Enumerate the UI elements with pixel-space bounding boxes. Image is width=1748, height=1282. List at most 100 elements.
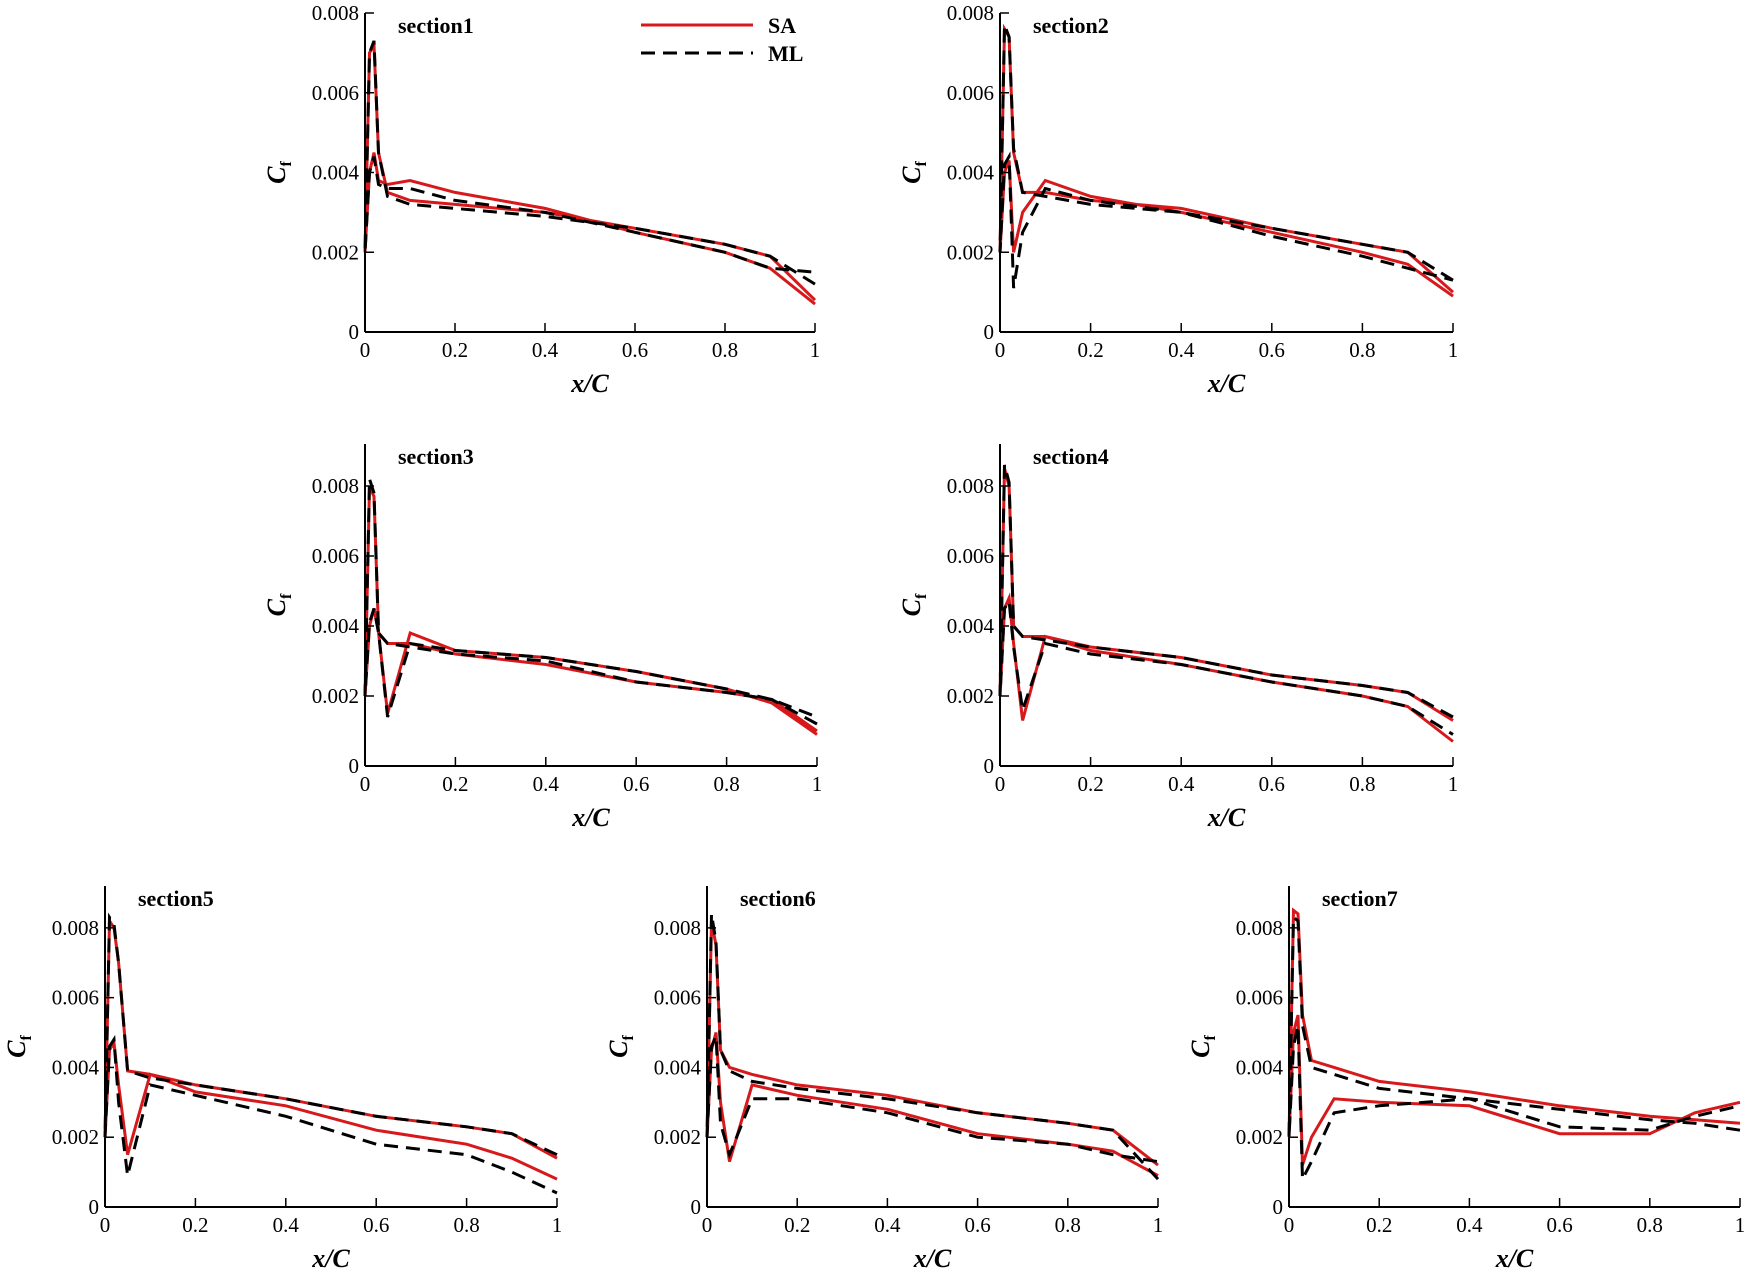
y-tick-label: 0.002 [947, 684, 994, 708]
y-tick-label: 0.004 [1236, 1055, 1284, 1079]
x-tick-label: 0.8 [453, 1213, 479, 1237]
y-tick-label: 0.008 [947, 474, 994, 498]
y-axis-label-sub: f [913, 160, 930, 166]
y-axis-label-main: C [262, 598, 291, 616]
x-tick-label: 0.2 [442, 772, 468, 796]
series-line [1287, 907, 1741, 1166]
x-axis-label: x/C [311, 1244, 350, 1273]
y-tick-label: 0.002 [1236, 1125, 1283, 1149]
y-tick-label: 0.002 [52, 1125, 99, 1149]
x-tick-label: 0.2 [784, 1213, 810, 1237]
y-tick-label: 0.004 [654, 1055, 702, 1079]
x-tick-label: 0.6 [1259, 772, 1285, 796]
x-tick-label: 0.6 [622, 338, 648, 362]
series-line [998, 23, 1454, 298]
series-line [103, 915, 558, 1181]
y-axis-label-main: C [1186, 1040, 1215, 1058]
x-tick-label: 0.8 [713, 772, 739, 796]
y-tick-label: 0.008 [312, 474, 359, 498]
series-line [705, 913, 1160, 1181]
x-tick-label: 0.6 [623, 772, 649, 796]
y-axis-label-sub: f [1202, 1034, 1219, 1040]
series-line [998, 24, 1454, 289]
y-axis-label: Cf [262, 160, 295, 183]
y-tick-label: 0.004 [947, 161, 995, 185]
x-tick-label: 0 [100, 1213, 111, 1237]
y-tick-label: 0.006 [312, 544, 359, 568]
legend-label: ML [768, 41, 803, 66]
y-axis-label: Cf [604, 1034, 637, 1057]
x-tick-label: 0 [995, 338, 1006, 362]
y-tick-label: 0.002 [312, 240, 359, 264]
y-axis-label: Cf [2, 1034, 35, 1057]
x-tick-label: 0.8 [1637, 1213, 1663, 1237]
series-line [363, 40, 816, 286]
y-axis-label-main: C [262, 166, 291, 184]
x-tick-label: 1 [552, 1213, 563, 1237]
y-tick-label: 0.004 [52, 1055, 100, 1079]
y-axis-label-sub: f [278, 160, 295, 166]
x-tick-label: 0.2 [1077, 338, 1103, 362]
x-tick-label: 0 [360, 338, 371, 362]
x-tick-label: 0.4 [1456, 1213, 1483, 1237]
y-axis-label-sub: f [278, 593, 295, 599]
x-axis-label: x/C [1207, 369, 1246, 398]
y-axis-label-main: C [2, 1040, 31, 1058]
x-tick-label: 1 [1735, 1213, 1746, 1237]
y-axis-label-sub: f [18, 1034, 35, 1040]
x-tick-label: 1 [810, 338, 821, 362]
series-line [998, 464, 1454, 736]
y-axis-label: Cf [262, 593, 295, 616]
y-axis-label-main: C [897, 598, 926, 616]
y-tick-label: 0.006 [654, 986, 701, 1010]
x-tick-label: 0.4 [533, 772, 560, 796]
x-tick-label: 0.8 [1349, 338, 1375, 362]
x-tick-label: 0.2 [182, 1213, 208, 1237]
x-tick-label: 0.2 [442, 338, 468, 362]
x-tick-label: 0.8 [1349, 772, 1375, 796]
y-tick-label: 0 [984, 320, 995, 344]
y-axis-label: Cf [897, 160, 930, 183]
x-tick-label: 1 [1448, 338, 1459, 362]
x-axis-label: x/C [1207, 803, 1246, 832]
x-tick-label: 0.6 [1259, 338, 1285, 362]
y-tick-label: 0.008 [1236, 916, 1283, 940]
panel-title: section4 [1033, 444, 1109, 469]
x-axis-label: x/C [571, 803, 610, 832]
y-tick-label: 0.004 [947, 614, 995, 638]
x-axis-label: x/C [570, 369, 609, 398]
y-tick-label: 0 [89, 1195, 100, 1219]
y-tick-label: 0.006 [1236, 986, 1283, 1010]
x-tick-label: 0.4 [273, 1213, 300, 1237]
legend-label: SA [768, 13, 796, 38]
y-tick-label: 0 [984, 754, 995, 778]
y-tick-label: 0.008 [654, 916, 701, 940]
y-tick-label: 0 [349, 320, 360, 344]
series-line [705, 920, 1159, 1177]
series-line [363, 478, 818, 726]
x-tick-label: 0.8 [712, 338, 738, 362]
x-tick-label: 1 [1448, 772, 1459, 796]
y-tick-label: 0 [691, 1195, 702, 1219]
y-axis-label-sub: f [913, 593, 930, 599]
series-line [363, 39, 817, 306]
x-axis-label: x/C [1495, 1244, 1534, 1273]
x-tick-label: 0 [360, 772, 371, 796]
y-tick-label: 0.002 [947, 240, 994, 264]
x-tick-label: 0 [702, 1213, 713, 1237]
x-tick-label: 0.6 [964, 1213, 990, 1237]
y-axis-label-main: C [897, 166, 926, 184]
series-line [1287, 914, 1741, 1180]
x-tick-label: 0.4 [532, 338, 559, 362]
x-tick-label: 0.6 [363, 1213, 389, 1237]
x-tick-label: 0.4 [1168, 772, 1195, 796]
y-tick-label: 0.008 [312, 1, 359, 25]
panel-title: section2 [1033, 13, 1109, 38]
y-tick-label: 0.004 [312, 161, 360, 185]
y-axis-label: Cf [897, 593, 930, 616]
y-tick-label: 0.006 [52, 986, 99, 1010]
x-tick-label: 0.4 [874, 1213, 901, 1237]
y-tick-label: 0.002 [312, 684, 359, 708]
y-tick-label: 0.006 [947, 81, 994, 105]
